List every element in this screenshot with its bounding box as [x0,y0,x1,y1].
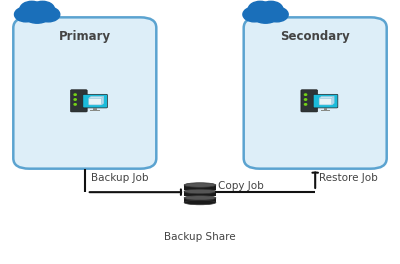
Bar [324,108,327,110]
Bar [184,185,216,190]
FancyBboxPatch shape [244,17,387,169]
Polygon shape [319,97,334,98]
FancyBboxPatch shape [83,94,108,108]
FancyBboxPatch shape [319,98,332,105]
Circle shape [74,104,76,105]
Text: Backup Share: Backup Share [164,232,236,242]
Circle shape [37,7,60,22]
Text: Restore Job: Restore Job [319,173,378,183]
Bar [94,108,97,110]
Circle shape [304,94,307,95]
Polygon shape [332,97,334,105]
FancyBboxPatch shape [13,17,156,169]
Circle shape [22,4,52,23]
Circle shape [304,99,307,100]
Circle shape [248,1,272,17]
FancyBboxPatch shape [70,90,87,112]
Circle shape [251,4,280,23]
Circle shape [14,7,37,22]
Text: Backup Job: Backup Job [91,173,148,183]
Text: Copy Job: Copy Job [218,181,264,191]
Circle shape [259,1,283,17]
FancyBboxPatch shape [89,98,102,105]
Ellipse shape [184,189,216,194]
Circle shape [74,99,76,100]
Ellipse shape [184,196,216,200]
Circle shape [304,104,307,105]
Ellipse shape [184,200,216,205]
Bar [321,110,330,111]
Circle shape [243,7,266,22]
Bar [184,191,216,196]
FancyBboxPatch shape [313,94,338,108]
Ellipse shape [184,183,216,187]
Bar [90,110,100,111]
Text: Primary: Primary [59,30,111,43]
FancyBboxPatch shape [301,90,318,112]
Circle shape [74,94,76,95]
Polygon shape [102,97,104,105]
Polygon shape [89,97,104,98]
Circle shape [20,1,44,17]
Bar [184,198,216,202]
Text: Secondary: Secondary [280,30,350,43]
Circle shape [266,7,288,22]
Circle shape [30,1,54,17]
